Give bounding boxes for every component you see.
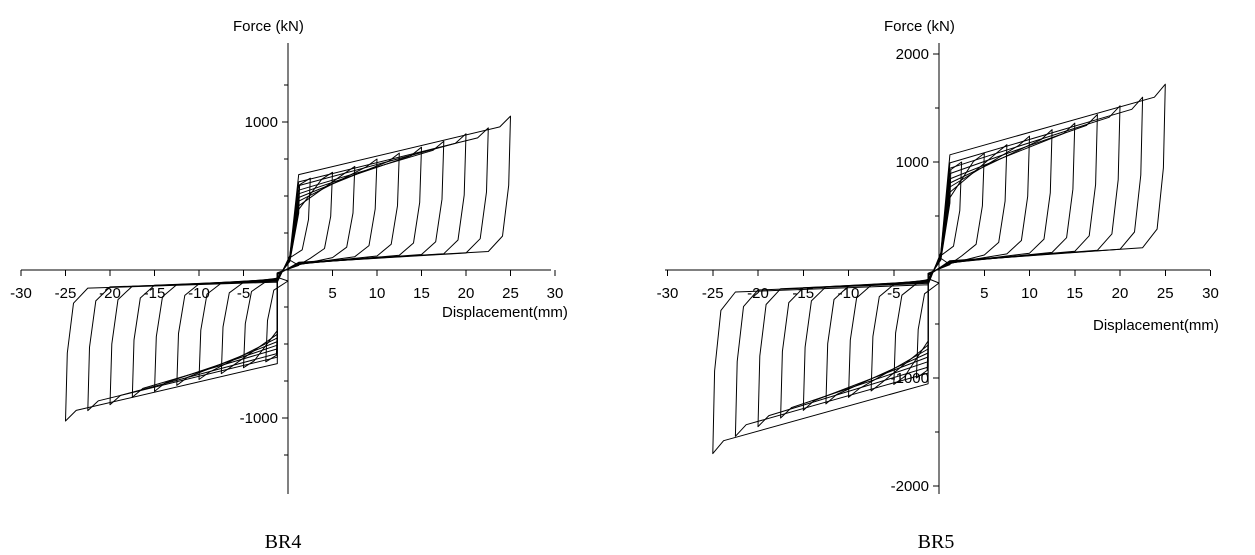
x-tick-label: -5 bbox=[237, 285, 250, 302]
chart-caption: BR5 bbox=[918, 531, 955, 553]
ticks: -30 -25 -20 -15 -10 -5 5 10 15 20 25 30 2000 1000 -100… bbox=[657, 46, 1219, 495]
hysteresis-loops bbox=[712, 83, 1166, 455]
x-axis-title: Displacement(mm) bbox=[442, 304, 568, 321]
x-tick-label: -30 bbox=[657, 285, 679, 302]
x-tick-label: 30 bbox=[1202, 285, 1219, 302]
x-tick-label: -25 bbox=[55, 285, 77, 302]
hysteresis-loop-22.5mm bbox=[734, 96, 1144, 437]
hysteresis-loop-22.5mm bbox=[87, 127, 489, 412]
x-tick-label: 10 bbox=[1021, 285, 1038, 302]
chart-br5: -30 -25 -20 -15 -10 -5 5 10 15 20 25 30 2000 1000 -100… bbox=[657, 18, 1219, 553]
hysteresis-loops bbox=[65, 115, 511, 422]
x-tick-label: -20 bbox=[747, 285, 769, 302]
x-tick-label: 10 bbox=[369, 285, 386, 302]
hysteresis-loop-25mm bbox=[712, 83, 1166, 455]
y-tick-label: 1000 bbox=[245, 114, 278, 131]
x-tick-label: -10 bbox=[838, 285, 860, 302]
ticks: -30 -25 -20 -15 -10 -5 5 10 15 20 25 30 1000 -1000 bbox=[10, 84, 564, 456]
y-tick-label: -1000 bbox=[891, 370, 929, 387]
y-axis-title: Force (kN) bbox=[884, 18, 955, 35]
x-tick-label: -20 bbox=[99, 285, 121, 302]
chart-caption: BR4 bbox=[265, 531, 302, 553]
x-tick-label: -15 bbox=[792, 285, 814, 302]
y-tick-label: -2000 bbox=[891, 478, 929, 495]
x-tick-label: -15 bbox=[144, 285, 166, 302]
y-tick-label: 1000 bbox=[896, 154, 929, 171]
x-tick-label: 25 bbox=[502, 285, 519, 302]
y-tick-label: -1000 bbox=[240, 410, 278, 427]
x-tick-label: 15 bbox=[413, 285, 430, 302]
x-tick-label: 25 bbox=[1157, 285, 1174, 302]
x-tick-label: -30 bbox=[10, 285, 32, 302]
y-axis-title: Force (kN) bbox=[233, 18, 304, 35]
x-axis-title: Displacement(mm) bbox=[1093, 317, 1219, 334]
x-tick-label: 20 bbox=[1112, 285, 1129, 302]
x-tick-label: 15 bbox=[1066, 285, 1083, 302]
x-tick-label: 20 bbox=[458, 285, 475, 302]
x-tick-label: -5 bbox=[887, 285, 900, 302]
x-tick-label: 5 bbox=[328, 285, 336, 302]
x-tick-label: -10 bbox=[188, 285, 210, 302]
y-tick-label: 2000 bbox=[896, 46, 929, 63]
hysteresis-loop-25mm bbox=[65, 115, 511, 422]
x-tick-label: -25 bbox=[702, 285, 724, 302]
chart-br4: -30 -25 -20 -15 -10 -5 5 10 15 20 25 30 1000 -1000 Fo… bbox=[10, 18, 568, 553]
x-tick-label: 5 bbox=[980, 285, 988, 302]
x-tick-label: 30 bbox=[547, 285, 564, 302]
